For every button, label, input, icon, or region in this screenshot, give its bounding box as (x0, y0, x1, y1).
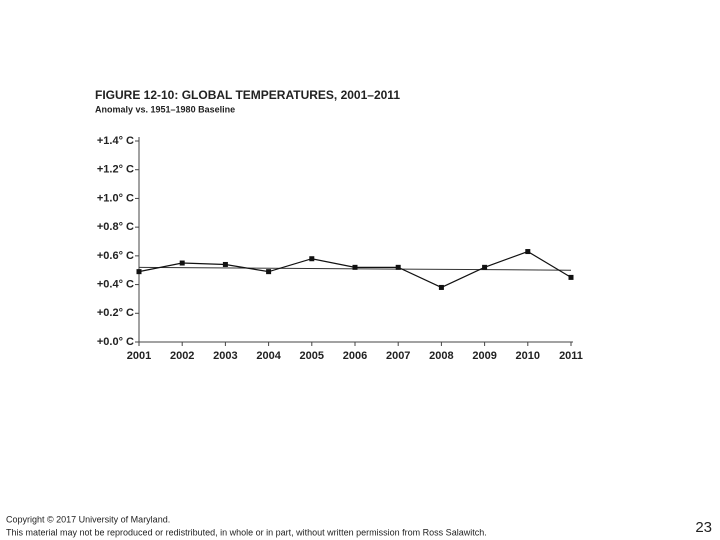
page-number: 23 (695, 519, 712, 536)
x-tick-label: 2008 (429, 350, 453, 362)
y-tick-label: +1.4° C (97, 135, 134, 147)
data-point (222, 261, 228, 267)
x-tick-label: 2009 (472, 350, 496, 362)
y-tick-label: +0.6° C (97, 250, 134, 262)
x-tick-label: 2011 (559, 350, 583, 362)
y-tick-label: +0.2° C (97, 307, 134, 319)
data-point (395, 264, 401, 270)
x-tick-label: 2007 (386, 350, 410, 362)
y-tick-label: +0.8° C (97, 221, 134, 233)
y-tick-label: +0.4° C (97, 278, 134, 290)
x-tick-label: 2006 (343, 350, 367, 362)
data-point (438, 284, 444, 290)
x-tick-label: 2002 (170, 350, 194, 362)
x-tick-label: 2004 (256, 350, 281, 362)
copyright: Copyright © 2017 University of Maryland. (6, 514, 170, 524)
data-point (482, 264, 488, 270)
y-tick-label: +1.2° C (97, 164, 134, 176)
data-point (568, 274, 574, 280)
chart-subtitle: Anomaly vs. 1951–1980 Baseline (95, 104, 235, 114)
data-point (309, 256, 315, 262)
copyright-notice: This material may not be reproduced or r… (6, 527, 487, 537)
data-point (136, 269, 142, 275)
data-point (525, 249, 531, 255)
data-point (352, 264, 358, 270)
data-point (179, 260, 185, 266)
x-tick-label: 2010 (516, 350, 540, 362)
chart-title: FIGURE 12-10: GLOBAL TEMPERATURES, 2001–… (95, 88, 400, 102)
y-tick-label: +0.0° C (97, 336, 134, 348)
x-tick-label: 2001 (127, 350, 151, 362)
x-tick-label: 2003 (213, 350, 237, 362)
x-tick-label: 2005 (300, 350, 324, 362)
data-point (266, 269, 272, 275)
y-tick-label: +1.0° C (97, 192, 134, 204)
